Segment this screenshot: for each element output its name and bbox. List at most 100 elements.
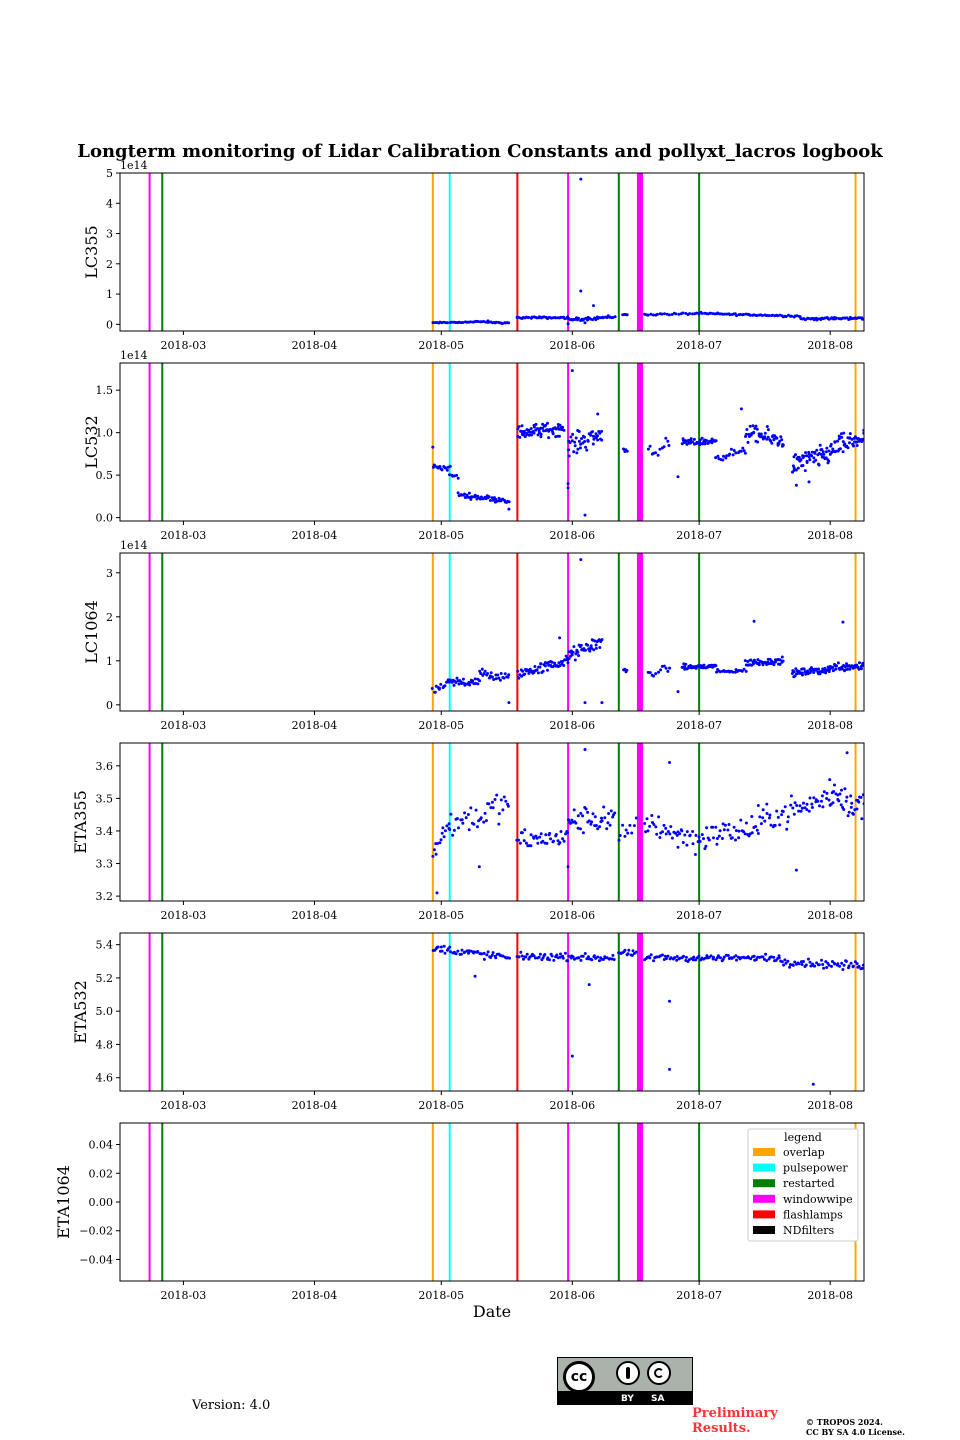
data-point — [663, 312, 666, 316]
data-point — [794, 483, 798, 487]
data-point — [766, 428, 770, 432]
data-point — [840, 961, 844, 965]
data-point — [440, 831, 444, 835]
data-point — [726, 954, 730, 957]
data-point — [838, 792, 842, 796]
data-point — [456, 476, 460, 480]
data-point — [694, 833, 698, 837]
data-point — [654, 451, 658, 455]
y-offset-label: 1e14 — [120, 539, 148, 552]
data-point — [472, 822, 476, 826]
data-point — [709, 311, 713, 315]
data-point — [820, 799, 823, 803]
data-point — [441, 826, 445, 830]
data-point — [793, 674, 797, 678]
data-point — [705, 439, 708, 442]
data-point — [799, 458, 803, 462]
data-point — [761, 314, 764, 317]
y-offset-label: 1e14 — [120, 349, 148, 362]
data-point — [596, 438, 600, 442]
data-point — [737, 829, 741, 833]
data-point — [814, 458, 818, 462]
data-point — [857, 800, 861, 804]
data-point — [675, 833, 679, 837]
data-point — [430, 687, 434, 690]
data-point — [704, 844, 708, 848]
data-point — [797, 455, 801, 459]
data-point — [778, 662, 782, 666]
data-point — [772, 955, 776, 959]
data-point — [499, 798, 503, 802]
data-point — [591, 812, 595, 816]
data-point — [552, 839, 555, 843]
data-point — [482, 820, 486, 824]
data-point — [685, 843, 689, 847]
data-point — [612, 958, 616, 961]
data-point — [833, 962, 837, 966]
data-point — [524, 841, 528, 845]
y-tick-label: 3.5 — [96, 792, 114, 805]
data-point — [803, 318, 807, 322]
data-point — [643, 822, 647, 825]
data-point — [756, 832, 760, 835]
data-point — [445, 468, 449, 472]
data-point — [795, 804, 799, 807]
data-point — [775, 436, 779, 440]
data-point — [800, 806, 804, 810]
data-point — [728, 833, 732, 837]
data-point — [525, 952, 529, 956]
data-point — [564, 654, 568, 658]
data-point — [517, 955, 521, 959]
x-tick-label: 2018-03 — [161, 529, 207, 542]
data-point — [748, 424, 752, 428]
data-point — [791, 963, 795, 967]
data-point — [474, 808, 478, 812]
data-point — [820, 958, 823, 962]
data-point — [449, 950, 452, 954]
data-point — [840, 788, 843, 792]
data-point — [702, 663, 706, 667]
data-point — [578, 446, 582, 450]
legend-swatch-flashlamps — [753, 1210, 775, 1219]
x-tick-label: 2018-07 — [676, 529, 722, 542]
data-point — [550, 954, 554, 958]
data-point — [448, 828, 452, 831]
data-point — [596, 412, 600, 416]
data-point — [860, 966, 864, 970]
data-point — [734, 954, 738, 958]
data-point — [546, 668, 549, 672]
data-point — [674, 831, 677, 835]
data-point — [570, 369, 574, 373]
data-point — [781, 659, 785, 663]
data-point — [841, 450, 845, 454]
data-point — [583, 321, 587, 325]
data-point — [576, 650, 580, 654]
data-points — [431, 944, 864, 1086]
data-point — [714, 664, 718, 668]
data-point — [772, 438, 776, 442]
data-point — [684, 662, 688, 666]
data-point — [473, 974, 477, 978]
y-tick-label: 2 — [106, 258, 113, 271]
y-tick-label: 1 — [106, 655, 113, 668]
data-point — [689, 437, 693, 441]
data-point — [742, 667, 746, 671]
data-point — [754, 424, 758, 428]
x-tick-label: 2018-05 — [418, 1289, 464, 1302]
data-point — [482, 672, 486, 676]
data-point — [664, 666, 668, 670]
legend-label-restarted: restarted — [783, 1177, 835, 1190]
data-point — [431, 854, 435, 858]
data-point — [455, 473, 459, 477]
data-point — [471, 495, 475, 499]
data-point — [676, 690, 680, 694]
data-point — [848, 436, 852, 440]
data-point — [621, 823, 625, 827]
data-point — [627, 948, 631, 952]
data-point — [573, 444, 577, 448]
data-point — [808, 458, 812, 462]
legend-label-flashlamps: flashlamps — [783, 1208, 843, 1221]
data-point — [605, 827, 609, 831]
data-point — [843, 665, 847, 669]
data-point — [770, 441, 774, 445]
